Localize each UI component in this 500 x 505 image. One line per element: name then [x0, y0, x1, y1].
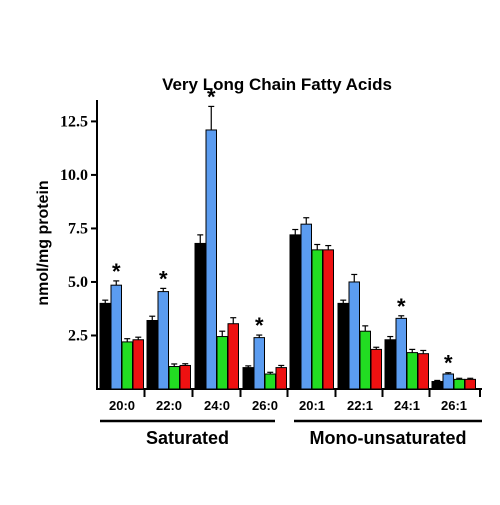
bar	[431, 381, 443, 390]
bar	[168, 366, 180, 390]
chart-title: Very Long Chain Fatty Acids	[162, 75, 392, 94]
bar	[311, 249, 323, 390]
bar	[442, 373, 454, 390]
bar	[464, 378, 476, 390]
bar	[359, 330, 371, 390]
significance-marker: *	[112, 259, 121, 284]
group-label: Saturated	[146, 428, 229, 448]
y-axis-label: nmol/mg protein	[35, 180, 52, 305]
x-tick-label: 24:1	[394, 398, 420, 413]
significance-marker: *	[444, 351, 453, 376]
bar	[417, 353, 429, 390]
bar	[395, 317, 407, 390]
bar	[384, 339, 396, 390]
x-tick-label: 24:0	[204, 398, 230, 413]
x-tick-label: 26:0	[252, 398, 278, 413]
bar	[370, 348, 382, 390]
bar	[322, 249, 334, 390]
y-tick-label: 12.5	[60, 113, 88, 130]
bar	[216, 336, 228, 390]
bar	[264, 373, 276, 390]
bar	[253, 337, 265, 390]
bar	[453, 378, 465, 390]
y-tick-label: 10.0	[60, 167, 88, 184]
bar	[194, 242, 206, 390]
bar	[132, 339, 144, 390]
y-tick-label: 5.0	[68, 274, 88, 291]
bar	[99, 302, 111, 390]
significance-marker: *	[207, 84, 216, 109]
x-tick-label: 20:1	[299, 398, 325, 413]
bar	[242, 367, 254, 390]
bar	[227, 323, 239, 390]
significance-marker: *	[159, 266, 168, 291]
group-label: Mono-unsaturated	[310, 428, 467, 448]
x-tick-label: 22:1	[347, 398, 373, 413]
bar	[110, 284, 122, 390]
plot-area: 2.5 5.0 7.5 10.0 12.5 * 20:0 * 22:0 * 24:0 * 26:0 20:…	[60, 84, 482, 448]
bar	[275, 367, 287, 390]
bar	[179, 364, 191, 390]
bar	[289, 234, 301, 390]
significance-marker: *	[397, 294, 406, 319]
bar	[337, 302, 349, 390]
y-tick-label: 7.5	[68, 220, 88, 237]
y-tick-label: 2.5	[68, 327, 88, 344]
bar	[300, 223, 312, 390]
bar	[348, 281, 360, 390]
bar	[146, 319, 158, 390]
bar	[157, 291, 169, 390]
bar	[121, 341, 133, 390]
x-tick-label: 20:0	[109, 398, 135, 413]
x-tick-label: 22:0	[156, 398, 182, 413]
significance-marker: *	[255, 313, 264, 338]
bar	[406, 352, 418, 390]
x-tick-label: 26:1	[441, 398, 467, 413]
bar	[205, 129, 217, 390]
